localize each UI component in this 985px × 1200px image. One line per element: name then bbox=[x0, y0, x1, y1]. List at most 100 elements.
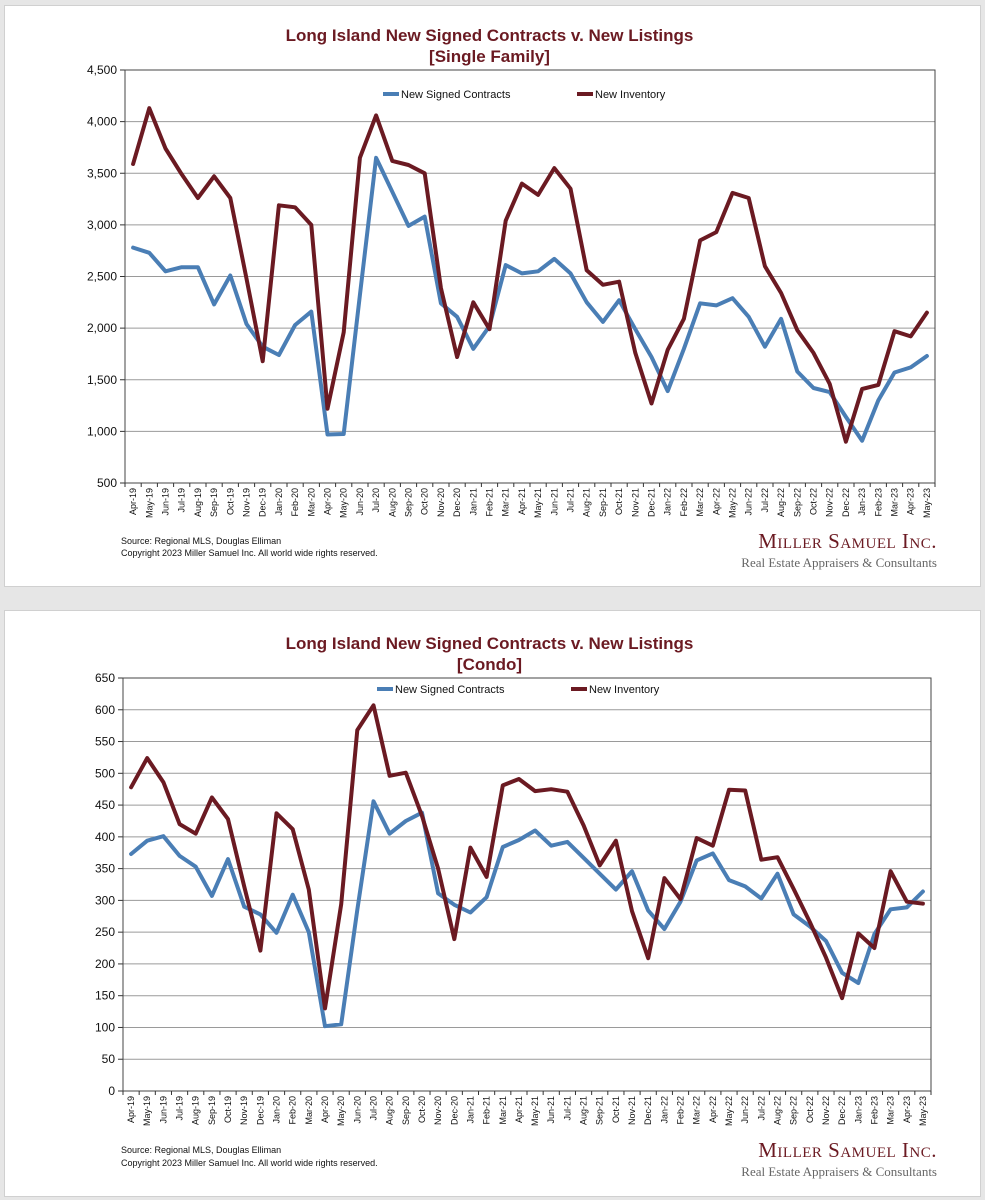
data-point bbox=[456, 356, 458, 358]
x-tick-label: May-22 bbox=[728, 488, 738, 518]
x-tick-label: Dec-19 bbox=[258, 488, 268, 517]
x-tick-label: Mar-22 bbox=[692, 1096, 702, 1125]
data-point bbox=[780, 318, 782, 320]
chart-subtitle: [Single Family] bbox=[429, 47, 550, 66]
legend-label: New Inventory bbox=[589, 684, 660, 696]
brand-tagline: Real Estate Appraisers & Consultants bbox=[741, 1164, 937, 1179]
data-point bbox=[792, 913, 795, 916]
y-tick-label: 200 bbox=[95, 957, 115, 971]
copyright-note: Copyright 2023 Miller Samuel Inc. All wo… bbox=[121, 1158, 378, 1168]
data-point bbox=[259, 913, 262, 916]
x-tick-label: Aug-22 bbox=[772, 1096, 782, 1125]
data-point bbox=[243, 885, 245, 888]
y-tick-label: 4,000 bbox=[87, 115, 117, 129]
x-tick-label: Feb-21 bbox=[482, 1096, 492, 1125]
x-tick-label: Aug-19 bbox=[191, 1096, 201, 1125]
x-tick-label: May-20 bbox=[336, 1096, 346, 1126]
data-point bbox=[213, 303, 215, 306]
y-tick-label: 550 bbox=[95, 735, 115, 749]
data-point bbox=[194, 832, 197, 835]
x-tick-label: Jul-20 bbox=[368, 1096, 378, 1121]
data-point bbox=[521, 272, 523, 275]
x-tick-label: Jan-22 bbox=[663, 488, 673, 516]
data-point bbox=[229, 197, 232, 199]
data-point bbox=[728, 789, 730, 791]
x-tick-label: Feb-23 bbox=[869, 1096, 879, 1125]
data-point bbox=[905, 900, 908, 903]
data-point bbox=[164, 270, 167, 273]
data-point bbox=[372, 704, 375, 707]
x-tick-label: Sep-21 bbox=[598, 488, 608, 517]
x-tick-label: May-19 bbox=[144, 488, 154, 518]
data-point bbox=[926, 311, 928, 314]
data-point bbox=[326, 433, 329, 436]
data-point bbox=[905, 906, 908, 909]
y-tick-label: 3,500 bbox=[87, 166, 117, 180]
x-tick-label: Apr-19 bbox=[128, 488, 138, 515]
x-tick-label: Nov-19 bbox=[242, 488, 252, 517]
data-point bbox=[922, 890, 924, 893]
data-point bbox=[227, 818, 229, 820]
x-tick-label: Dec-20 bbox=[449, 1096, 459, 1125]
data-point bbox=[744, 885, 746, 888]
data-point bbox=[388, 832, 391, 835]
data-point bbox=[909, 335, 912, 338]
data-point bbox=[178, 823, 181, 825]
x-tick-label: Oct-22 bbox=[809, 488, 819, 515]
data-point bbox=[764, 265, 766, 267]
data-point bbox=[130, 786, 132, 789]
data-point bbox=[809, 921, 811, 923]
data-point bbox=[764, 345, 766, 348]
data-point bbox=[845, 440, 847, 443]
x-tick-label: Feb-23 bbox=[873, 488, 883, 517]
x-tick-label: Jul-20 bbox=[371, 488, 381, 513]
data-point bbox=[812, 387, 815, 389]
x-tick-label: Nov-20 bbox=[436, 488, 446, 517]
data-point bbox=[825, 956, 827, 959]
data-point bbox=[421, 815, 423, 817]
x-tick-label: Sep-19 bbox=[209, 488, 219, 517]
x-tick-label: Jun-22 bbox=[740, 1096, 750, 1124]
x-tick-label: Aug-21 bbox=[579, 1096, 589, 1125]
x-tick-label: Sep-19 bbox=[207, 1096, 217, 1125]
legend-label: New Signed Contracts bbox=[395, 684, 505, 696]
x-tick-label: Mar-23 bbox=[890, 488, 900, 517]
data-point bbox=[792, 888, 795, 890]
x-tick-label: Dec-20 bbox=[452, 488, 462, 517]
data-point bbox=[812, 352, 815, 354]
x-tick-label: Jan-22 bbox=[659, 1096, 669, 1124]
x-tick-label: Oct-21 bbox=[614, 488, 624, 515]
data-point bbox=[164, 147, 167, 150]
data-point bbox=[650, 402, 653, 405]
data-point bbox=[423, 215, 426, 218]
data-point bbox=[922, 902, 924, 905]
x-tick-label: Apr-20 bbox=[323, 488, 333, 515]
data-point bbox=[211, 796, 213, 799]
data-point bbox=[243, 905, 245, 908]
data-point bbox=[841, 997, 843, 1000]
data-point bbox=[148, 251, 151, 254]
data-point bbox=[504, 219, 507, 222]
data-point bbox=[679, 900, 682, 903]
data-point bbox=[291, 893, 294, 896]
data-point bbox=[582, 857, 585, 859]
x-tick-label: Apr-22 bbox=[708, 1096, 718, 1123]
data-point bbox=[569, 272, 572, 275]
data-point bbox=[715, 304, 718, 307]
data-point bbox=[275, 931, 278, 934]
x-tick-label: Nov-19 bbox=[239, 1096, 249, 1125]
x-tick-label: Dec-21 bbox=[647, 488, 657, 517]
x-tick-label: May-21 bbox=[530, 1096, 540, 1126]
series-line-new-inventory bbox=[129, 703, 925, 1011]
data-point bbox=[388, 775, 391, 777]
data-point bbox=[245, 323, 248, 325]
data-point bbox=[130, 853, 132, 855]
data-point bbox=[501, 784, 504, 787]
x-tick-label: May-22 bbox=[724, 1096, 734, 1126]
data-point bbox=[453, 904, 456, 906]
data-point bbox=[663, 928, 666, 930]
data-point bbox=[744, 789, 746, 792]
brand-tagline: Real Estate Appraisers & Consultants bbox=[741, 555, 937, 570]
data-point bbox=[796, 370, 799, 373]
data-point bbox=[340, 903, 342, 905]
